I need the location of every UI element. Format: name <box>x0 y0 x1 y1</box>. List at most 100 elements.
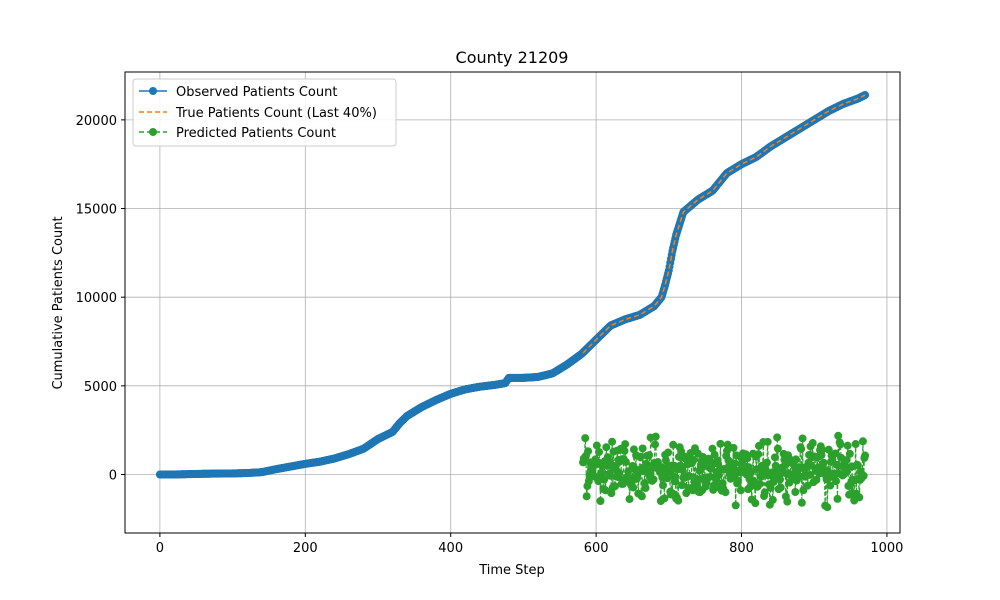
y-axis-label: Cumulative Patients Count <box>51 216 66 389</box>
predicted-point <box>805 470 814 479</box>
predicted-point <box>836 440 845 449</box>
predicted-point <box>834 431 843 440</box>
predicted-point <box>636 453 645 462</box>
predicted-point <box>754 450 763 459</box>
predicted-point <box>660 494 669 503</box>
predicted-point <box>842 456 851 465</box>
predicted-point <box>845 449 854 458</box>
y-tick-label: 10000 <box>76 291 117 306</box>
predicted-point <box>746 468 755 477</box>
predicted-point <box>776 483 785 492</box>
predicted-point <box>669 440 678 449</box>
predicted-point <box>743 454 752 463</box>
predicted-point <box>651 432 660 441</box>
predicted-point <box>621 440 630 449</box>
predicted-point <box>645 451 654 460</box>
predicted-point <box>833 494 842 503</box>
predicted-point <box>600 475 609 484</box>
predicted-point <box>721 488 730 497</box>
x-tick-label: 400 <box>438 541 463 556</box>
predicted-point <box>615 469 624 478</box>
predicted-point <box>781 461 790 470</box>
predicted-point <box>803 481 812 490</box>
predicted-point <box>641 483 650 492</box>
predicted-point <box>729 443 738 452</box>
predicted-point <box>677 447 686 456</box>
predicted-point <box>797 498 806 507</box>
legend-label-observed: Observed Patients Count <box>176 85 337 100</box>
legend-label-true: True Patients Count (Last 40%) <box>175 106 377 121</box>
predicted-point <box>797 444 806 453</box>
predicted-point <box>592 441 601 450</box>
predicted-point <box>755 480 764 489</box>
predicted-point <box>611 482 620 491</box>
y-tick-label: 15000 <box>76 203 117 218</box>
x-tick-label: 1000 <box>870 541 903 556</box>
true-line <box>582 94 866 354</box>
predicted-point <box>760 488 769 497</box>
legend-swatch-observed-marker <box>149 87 157 95</box>
predicted-point <box>677 481 686 490</box>
predicted-point <box>733 476 742 485</box>
predicted-point <box>674 496 683 505</box>
predicted-point <box>770 453 779 462</box>
predicted-point <box>596 497 605 506</box>
predicted-point <box>859 471 868 480</box>
predicted-point <box>818 445 827 454</box>
y-tick-label: 20000 <box>76 114 117 129</box>
y-tick-label: 5000 <box>84 380 117 395</box>
predicted-point <box>595 447 604 456</box>
predicted-point <box>763 437 772 446</box>
predicted-point <box>708 444 717 453</box>
predicted-point <box>855 493 864 502</box>
predicted-point <box>791 487 800 496</box>
plot-area <box>155 91 870 512</box>
legend-box <box>132 78 397 147</box>
predicted-point <box>736 486 745 495</box>
axes-frame <box>124 71 901 534</box>
predicted-point <box>638 444 647 453</box>
predicted-point <box>625 495 634 504</box>
predicted-point <box>826 481 835 490</box>
predicted-point <box>773 444 782 453</box>
predicted-point <box>843 441 852 450</box>
x-tick-label: 0 <box>156 541 164 556</box>
predicted-point <box>642 459 651 468</box>
predicted-point <box>842 467 851 476</box>
x-axis-label: Time Step <box>478 563 545 578</box>
legend-label-predicted: Predicted Patients Count <box>176 126 336 141</box>
x-tick-label: 800 <box>729 541 754 556</box>
chart-title: County 21209 <box>456 48 569 67</box>
predicted-point <box>831 449 840 458</box>
predicted-point <box>773 433 782 442</box>
predicted-point <box>702 478 711 487</box>
predicted-point <box>620 446 629 455</box>
predicted-point <box>685 471 694 480</box>
predicted-point <box>783 497 792 506</box>
predicted-point <box>761 465 770 474</box>
x-tick-label: 600 <box>584 541 609 556</box>
predicted-point <box>629 483 638 492</box>
predicted-point <box>650 440 659 449</box>
predicted-point <box>730 459 739 468</box>
predicted-point <box>762 458 771 467</box>
predicted-point <box>861 451 870 460</box>
predicted-point <box>819 458 828 467</box>
y-tick-label: 0 <box>109 468 117 483</box>
series-predicted <box>579 431 870 512</box>
predicted-point <box>798 434 807 443</box>
predicted-point <box>823 503 832 512</box>
series-true <box>582 94 866 354</box>
predicted-point <box>853 461 862 470</box>
predicted-point <box>624 467 633 476</box>
predicted-point <box>649 475 658 484</box>
predicted-point <box>776 475 785 484</box>
predicted-point <box>637 492 646 501</box>
predicted-point <box>658 481 667 490</box>
x-tick-label: 200 <box>293 541 318 556</box>
predicted-point <box>731 501 740 510</box>
predicted-point <box>663 474 672 483</box>
predicted-point <box>858 437 867 446</box>
predicted-point <box>792 455 801 464</box>
